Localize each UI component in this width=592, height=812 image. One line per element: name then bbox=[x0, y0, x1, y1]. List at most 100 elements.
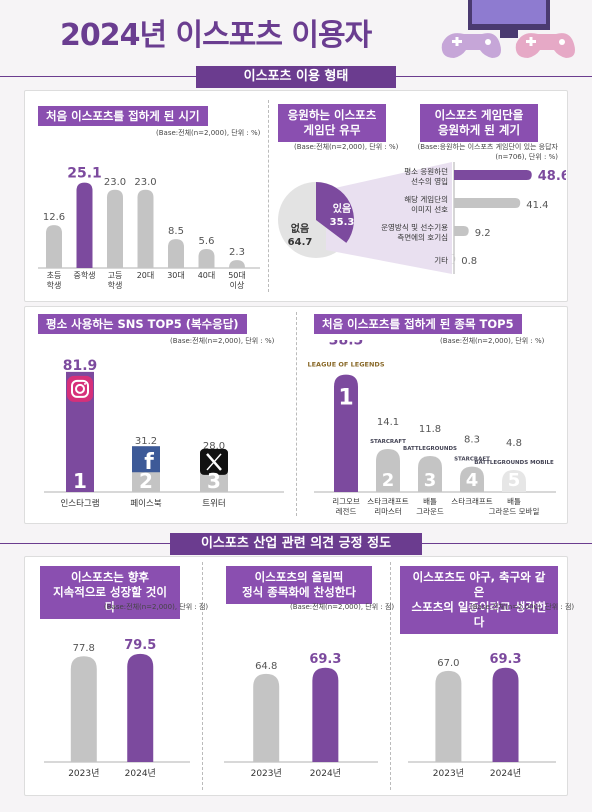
data-label: 9.2 bbox=[475, 228, 491, 239]
bar bbox=[127, 653, 154, 762]
tick-label: 20대 bbox=[137, 271, 155, 280]
rank-label: 2 bbox=[139, 469, 153, 493]
bar bbox=[492, 667, 519, 762]
game-top5-chart: 38.5 LEAGUE OF LEGENDS 1 리그오브 레전드 14.1 STARCRA… bbox=[307, 340, 556, 516]
data-label: 77.8 bbox=[73, 643, 95, 654]
growth-base: (Base:전체(n=2,000), 단위 : 점) bbox=[104, 603, 209, 611]
data-label: 23.0 bbox=[104, 177, 126, 188]
rank-label: 2 bbox=[382, 470, 395, 491]
x-icon bbox=[200, 448, 228, 475]
game-logo: BATTLEGROUNDS bbox=[403, 446, 457, 452]
game-logo: BATTLEGROUNDS MOBILE bbox=[474, 460, 554, 466]
growth-chart: 77.8 2023년 79.5 2024년 bbox=[44, 638, 190, 779]
data-label: 5.6 bbox=[199, 236, 215, 247]
tick-label: 2023년 bbox=[433, 768, 464, 779]
rank-label: 1 bbox=[73, 469, 87, 493]
support-reason-label: 이스포츠 게임단을 응원하게 된 계기 bbox=[420, 104, 538, 142]
bar bbox=[168, 239, 184, 268]
data-label: 11.8 bbox=[419, 424, 441, 435]
industry-banner: 이스포츠 산업 관련 의견 긍정 정도 bbox=[170, 533, 422, 555]
tick-label: 중학생 bbox=[73, 270, 95, 280]
olympic-base: (Base:전체(n=2,000), 단위 : 점) bbox=[290, 603, 395, 611]
rank-label: 4 bbox=[466, 470, 479, 491]
bar bbox=[418, 456, 442, 492]
data-label: 31.2 bbox=[135, 436, 157, 447]
data-label: 69.3 bbox=[489, 652, 521, 667]
bar bbox=[376, 448, 400, 492]
pie-label-yes: 있음 35.3 bbox=[330, 203, 355, 228]
data-label: 67.0 bbox=[437, 658, 459, 669]
data-label: 25.1 bbox=[67, 166, 102, 182]
support-team-base: (Base:전체(n=2,000), 단위 : %) bbox=[294, 143, 399, 151]
data-label: 2.3 bbox=[229, 247, 245, 258]
rank-label: 3 bbox=[424, 470, 437, 491]
tick-label: 리그오브 레전드 bbox=[332, 497, 360, 516]
tick-label: 30대 bbox=[167, 271, 185, 280]
bar bbox=[253, 673, 280, 762]
bar bbox=[198, 248, 215, 268]
game-top5-base: (Base:전체(n=2,000), 단위 : %) bbox=[440, 337, 545, 345]
tick-label: 인스타그램 bbox=[60, 498, 99, 509]
data-label: 8.5 bbox=[168, 226, 184, 237]
bar bbox=[435, 670, 462, 762]
game-logo: STARCRAFT bbox=[454, 457, 490, 463]
bar bbox=[334, 374, 358, 492]
bar bbox=[454, 170, 532, 180]
rank-label: 3 bbox=[207, 469, 221, 493]
data-label: 8.3 bbox=[464, 435, 480, 446]
tick-label: 배틀 그라운드 bbox=[416, 497, 444, 516]
tick-label: 2023년 bbox=[68, 768, 99, 779]
growth-label: 이스포츠는 향후 지속적으로 성장할 것이다 bbox=[40, 566, 180, 619]
bar bbox=[502, 470, 526, 492]
bar bbox=[454, 226, 469, 236]
support-reason-base: (Base:응원하는 이스포츠 게임단이 있는 응답자 (n=706), 단위 … bbox=[417, 143, 558, 161]
bar bbox=[312, 667, 339, 762]
data-label: 79.5 bbox=[124, 638, 156, 653]
sport-base: (Base:전체(n=2,000), 단위 : 점) bbox=[470, 603, 575, 611]
tick-label: 스타크래프트 bbox=[451, 497, 492, 506]
game-logo: LEAGUE OF LEGENDS bbox=[307, 361, 384, 369]
data-label: 28.0 bbox=[203, 441, 225, 452]
rank-label: 5 bbox=[508, 470, 521, 491]
data-label: 64.8 bbox=[255, 661, 277, 672]
bar bbox=[454, 198, 521, 208]
tick-label: 평소 응원하던 선수의 영입 bbox=[404, 166, 448, 186]
tick-label: 해당 게임단의 이미지 선호 bbox=[404, 194, 448, 214]
tick-label: 50대 이상 bbox=[228, 271, 246, 290]
tick-label: 배틀 그라운드 모바일 bbox=[489, 497, 540, 516]
bar bbox=[137, 189, 154, 268]
svg-text:f: f bbox=[144, 450, 154, 475]
data-label: 41.4 bbox=[526, 200, 548, 211]
data-label: 12.6 bbox=[43, 212, 65, 223]
game-logo: STARCRAFT bbox=[370, 439, 406, 445]
data-label: 4.8 bbox=[506, 438, 522, 449]
sport-label: 이스포츠도 야구, 축구와 같은 스포츠의 일종이라고 생각한다 bbox=[400, 566, 558, 634]
funnel-shape bbox=[326, 162, 452, 274]
rank-label: 1 bbox=[338, 386, 353, 411]
tick-label: 페이스북 bbox=[130, 498, 161, 509]
bar bbox=[450, 254, 456, 264]
gamepad-illustration-icon bbox=[441, 0, 575, 58]
support-team-reason-chart: 있음 35.3 없음 64.7 평소 응원하던 선수의 영입 48.6 해당 게임단의 이미지 … bbox=[278, 162, 566, 274]
tick-label: 2024년 bbox=[125, 768, 156, 779]
olympic-label: 이스포츠의 올림픽 정식 종목화에 찬성한다 bbox=[226, 566, 372, 604]
first-contact-age-chart: 12.6 초등 학생 25.1 중학생 23.0 고등 학생 23.0 20대 8.5 30대 5.6 4… bbox=[38, 166, 260, 290]
sport-chart: 67.0 2023년 69.3 2024년 bbox=[408, 652, 556, 779]
bar bbox=[107, 189, 123, 268]
data-label: 69.3 bbox=[309, 652, 341, 667]
data-label: 23.0 bbox=[134, 177, 156, 188]
data-label: 81.9 bbox=[63, 358, 98, 374]
tick-label: 스타크래프트 리마스터 bbox=[367, 497, 408, 516]
tick-label: 기타 bbox=[434, 256, 448, 265]
facebook-icon: f bbox=[132, 446, 160, 475]
data-label: 38.5 bbox=[329, 340, 364, 349]
bar bbox=[460, 466, 484, 492]
tick-label: 초등 학생 bbox=[47, 271, 62, 290]
game-top5-label: 처음 이스포츠를 접하게 된 종목 TOP5 bbox=[314, 314, 522, 334]
tick-label: 2024년 bbox=[490, 768, 521, 779]
olympic-chart: 64.8 2023년 69.3 2024년 bbox=[224, 652, 378, 779]
tick-label: 고등 학생 bbox=[108, 271, 123, 290]
tick-label: 2023년 bbox=[251, 768, 282, 779]
tick-label: 트위터 bbox=[202, 499, 225, 509]
data-label: 14.1 bbox=[377, 417, 399, 428]
